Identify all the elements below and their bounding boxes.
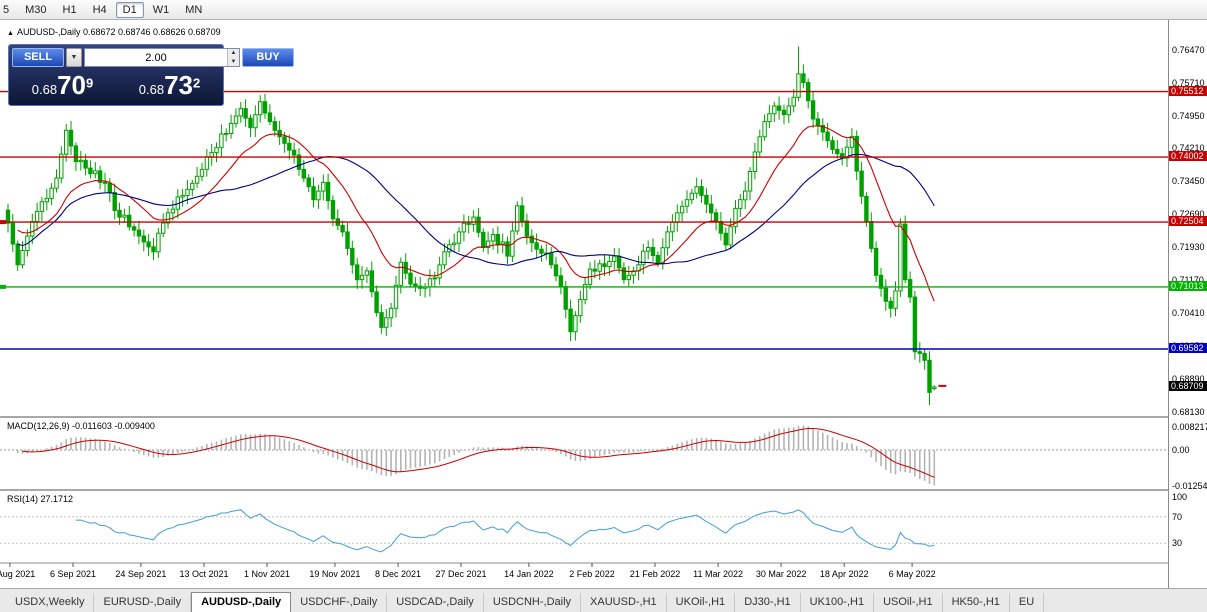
volume-up-icon[interactable]: ▲ [228, 49, 239, 58]
tab-usdx-weekly[interactable]: USDX,Weekly [6, 593, 95, 612]
rsi-tick-label: 100 [1172, 492, 1188, 502]
bid-prefix: 0.68 [31, 82, 58, 97]
price-chart[interactable]: 18 Aug 2021 6 Sep 2021 24 Sep 2021 13 Oct 2… [0, 20, 1168, 588]
price-tick-label: 0.72690 [1172, 209, 1205, 219]
rsi-line [75, 509, 935, 553]
price-axis[interactable]: 0.76470 0.75710 0.74950 0.74210 0.73450 0.726… [1168, 20, 1207, 588]
bid-price-display[interactable]: 0.68709 [12, 70, 113, 102]
price-tick-label: 0.76470 [1172, 45, 1205, 55]
one-click-toggle-icon[interactable]: ▲ [7, 30, 14, 37]
macd-indicator-label: MACD(12,26,9) -0.011603 -0.009400 [7, 421, 155, 431]
level-price-badge: 0.74002 [1169, 151, 1207, 161]
tab-usoil-h1[interactable]: USOil-,H1 [874, 593, 943, 612]
panel-separators[interactable] [0, 416, 1168, 564]
svg-text:27 Dec 2021: 27 Dec 2021 [435, 569, 486, 579]
svg-text:19 Nov 2021: 19 Nov 2021 [309, 569, 360, 579]
level-price-badge: 0.69582 [1169, 343, 1207, 353]
timeframe-button-mn[interactable]: MN [185, 3, 203, 16]
one-click-trading-panel: SELL ▼ ▲ ▼ BUY 0.68709 0.68732 [8, 44, 294, 106]
timeframe-toolbar: 5 M30 H1 H4 D1 W1 MN [0, 0, 1207, 20]
symbol-tabs: USDX,Weekly EURUSD-,Daily AUDUSD-,Daily USD… [0, 588, 1207, 612]
price-tick-label: 0.68130 [1172, 407, 1205, 417]
macd-tick-label: 0.008217 [1172, 422, 1207, 432]
chart-window: 18 Aug 2021 6 Sep 2021 24 Sep 2021 13 Oct 2… [0, 20, 1207, 588]
svg-text:30 Mar 2022: 30 Mar 2022 [756, 569, 807, 579]
price-tick-label: 0.73450 [1172, 176, 1205, 186]
rsi-tick-label: 70 [1172, 512, 1183, 522]
tab-audusd-daily[interactable]: AUDUSD-,Daily [191, 592, 292, 612]
buy-button[interactable]: BUY [242, 48, 294, 67]
svg-text:21 Feb 2022: 21 Feb 2022 [630, 569, 681, 579]
timeframe-button-m30[interactable]: M30 [25, 3, 47, 16]
rsi-tick-label: 30 [1172, 538, 1183, 548]
ask-big-digits: 73 [164, 70, 193, 100]
tab-usdcad-daily[interactable]: USDCAD-,Daily [387, 593, 484, 612]
price-tick-label: 0.74950 [1172, 111, 1205, 121]
timeframe-button-w1[interactable]: W1 [152, 3, 170, 16]
level-price-badge: 0.72504 [1169, 216, 1207, 226]
level-price-badge: 0.71013 [1169, 281, 1207, 291]
macd-histogram [16, 425, 936, 486]
svg-text:24 Sep 2021: 24 Sep 2021 [115, 569, 166, 579]
tab-uk100-h1[interactable]: UK100-,H1 [801, 593, 875, 612]
bid-pip-digit: 9 [86, 75, 94, 91]
svg-text:18 Aug 2021: 18 Aug 2021 [0, 569, 35, 579]
svg-text:18 Apr 2022: 18 Apr 2022 [820, 569, 869, 579]
macd-signal-line [22, 428, 935, 478]
tab-eurusd-daily[interactable]: EURUSD-,Daily [94, 593, 192, 612]
level-left-marker [0, 284, 6, 289]
svg-text:13 Oct 2021: 13 Oct 2021 [179, 569, 228, 579]
ma-slow-line [17, 153, 935, 266]
svg-text:2 Feb 2022: 2 Feb 2022 [569, 569, 615, 579]
timeframe-button-d1[interactable]: D1 [115, 1, 144, 18]
timeframe-button-5[interactable]: 5 [3, 3, 10, 16]
volume-stepper: ▲ ▼ [227, 49, 239, 66]
tab-ukoil-h1[interactable]: UKOil-,H1 [667, 593, 736, 612]
price-tick-label: 0.74210 [1172, 143, 1205, 153]
tab-hk50-h1[interactable]: HK50-,H1 [943, 593, 1010, 612]
price-tick-label: 0.71170 [1172, 275, 1204, 285]
ask-price-display[interactable]: 0.68732 [119, 70, 220, 102]
price-tick-label: 0.75710 [1172, 78, 1205, 88]
svg-text:8 Dec 2021: 8 Dec 2021 [375, 569, 421, 579]
level-price-badge: 0.75512 [1169, 86, 1207, 96]
svg-text:6 Sep 2021: 6 Sep 2021 [50, 569, 96, 579]
chart-header: ▲ AUDUSD-,Daily 0.68672 0.68746 0.68626 0… [7, 27, 221, 37]
ask-prefix: 0.68 [138, 82, 165, 97]
tab-eu[interactable]: EU [1010, 593, 1045, 612]
tab-usdcnh-daily[interactable]: USDCNH-,Daily [484, 593, 582, 612]
macd-tick-label: -0.012540 [1172, 481, 1207, 491]
sell-button[interactable]: SELL [12, 48, 64, 67]
timeframe-button-h1[interactable]: H1 [62, 3, 77, 16]
svg-text:11 Mar 2022: 11 Mar 2022 [693, 569, 743, 579]
level-left-marker [0, 220, 6, 225]
date-axis[interactable]: 18 Aug 2021 6 Sep 2021 24 Sep 2021 13 Oct 2… [0, 563, 936, 579]
volume-down-icon[interactable]: ▼ [228, 57, 239, 66]
tab-dj30-h1[interactable]: DJ30-,H1 [735, 593, 801, 612]
volume-dropdown-button[interactable]: ▼ [66, 48, 82, 67]
volume-input[interactable] [85, 49, 227, 66]
symbol-ohlc-text: AUDUSD-,Daily 0.68672 0.68746 0.68626 0.… [16, 27, 221, 37]
current-bid-badge: 0.68709 [1169, 381, 1207, 391]
ask-pip-digit: 2 [193, 75, 201, 91]
bid-big-digits: 70 [57, 70, 86, 100]
timeframe-button-h4[interactable]: H4 [92, 3, 107, 16]
price-tick-label: 0.71930 [1172, 242, 1205, 252]
macd-tick-label: 0.00 [1172, 445, 1190, 455]
tab-usdchf-daily[interactable]: USDCHF-,Daily [291, 593, 388, 612]
price-tick-label: 0.70410 [1172, 308, 1205, 318]
rsi-indicator-label: RSI(14) 27.1712 [7, 494, 74, 504]
svg-text:1 Nov 2021: 1 Nov 2021 [244, 569, 290, 579]
svg-text:6 May 2022: 6 May 2022 [889, 569, 936, 579]
ma-fast-line [17, 125, 935, 302]
tab-xauusd-h1[interactable]: XAUUSD-,H1 [581, 593, 667, 612]
price-tick-label: 0.68890 [1172, 374, 1205, 384]
svg-text:14 Jan 2022: 14 Jan 2022 [504, 569, 554, 579]
